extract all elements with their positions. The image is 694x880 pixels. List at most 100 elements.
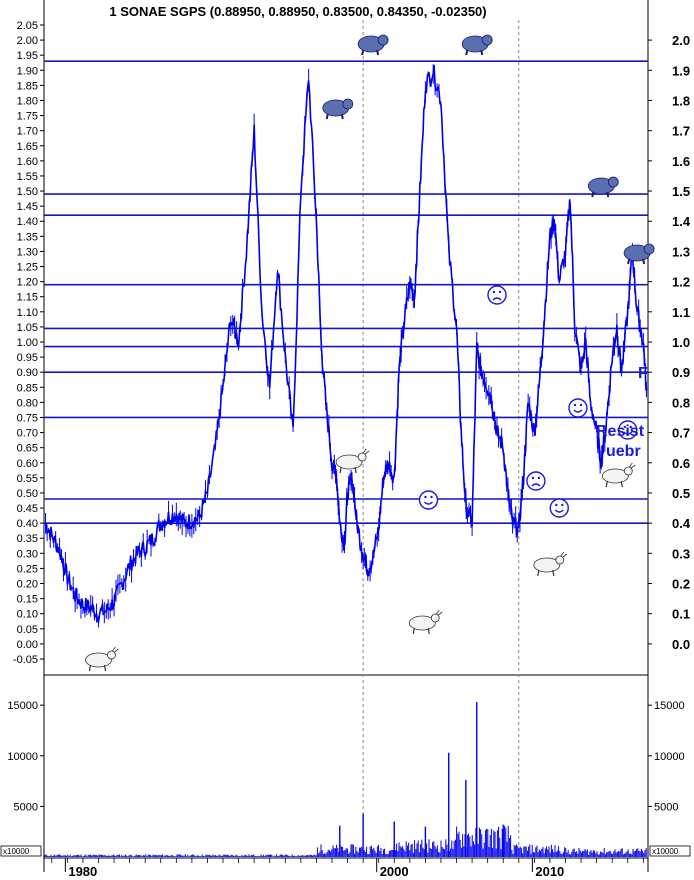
x-tick-label: 2000 xyxy=(380,864,409,879)
bear-icon xyxy=(461,34,493,56)
bull-head xyxy=(107,650,116,660)
face-mouth xyxy=(623,431,633,435)
face-eye xyxy=(555,503,558,507)
bull-body xyxy=(533,557,561,573)
bull-head xyxy=(623,466,633,476)
left-tick-label: 0.35 xyxy=(17,533,38,545)
bull-head xyxy=(555,555,565,565)
left-tick-label: 0.55 xyxy=(17,473,38,485)
volume-unit-right: x10000 xyxy=(652,847,679,856)
bull-body xyxy=(335,454,363,470)
volume-spikes xyxy=(339,702,504,857)
face-eye xyxy=(573,403,577,407)
left-tick-label: 1.85 xyxy=(17,80,38,92)
left-tick-label: 0.85 xyxy=(17,382,38,394)
bull-leg xyxy=(88,664,92,672)
left-tick-label: -0.05 xyxy=(13,654,38,666)
left-tick-label: 1.90 xyxy=(17,65,38,77)
left-y-axis: 2.05 2.00 1.95 1.90 1.85 1.80 1.75 1.70 1.65 1.60… xyxy=(13,20,44,666)
face-eye xyxy=(430,495,433,499)
left-tick-label: 1.00 xyxy=(17,337,38,349)
bull-icon xyxy=(408,609,443,635)
face-mouth xyxy=(492,297,502,301)
left-tick-label: 1.25 xyxy=(17,262,38,274)
face-eye xyxy=(492,290,496,294)
bull-leg xyxy=(605,480,608,488)
x-tick-label: 2010 xyxy=(535,864,564,879)
right-tick-label: 1.2 xyxy=(672,275,690,290)
right-tick-label: 1.9 xyxy=(672,63,690,78)
bear-icon xyxy=(587,176,619,198)
left-tick-label: 1.45 xyxy=(17,201,38,213)
bull-icon xyxy=(533,551,568,577)
right-tick-label: 0.2 xyxy=(672,577,690,592)
face-eye xyxy=(623,425,626,429)
right-tick-label: 0.3 xyxy=(672,546,690,561)
face-eye xyxy=(629,425,632,429)
left-tick-label: 1.55 xyxy=(17,171,38,183)
volume-right-tick-label: 5000 xyxy=(654,801,678,813)
vertical-gridlines xyxy=(362,20,520,858)
volume-unit-box-left xyxy=(0,845,42,857)
left-tick-label: 0.80 xyxy=(17,397,38,409)
bear-head xyxy=(607,176,619,188)
face-eye xyxy=(531,476,535,480)
bull-head xyxy=(357,452,367,462)
right-tick-label: 1.5 xyxy=(672,184,690,199)
bear-leg xyxy=(480,49,484,56)
left-tick-label: 0.40 xyxy=(17,518,38,530)
bull-body xyxy=(601,468,629,484)
right-tick-label: 0.9 xyxy=(672,365,690,380)
volume-left-axis: 15000 10000 5000 xyxy=(7,700,44,813)
face-eye xyxy=(579,403,583,407)
price-panel: 2.052.001.951.901.851.801.751.701.651.60… xyxy=(13,0,691,872)
right-tick-label: 0.7 xyxy=(672,426,690,441)
face-mouth xyxy=(424,501,433,505)
bull-leg xyxy=(339,466,342,474)
bear-icon xyxy=(322,98,354,120)
face-eye xyxy=(561,503,564,507)
bull-icon xyxy=(335,448,370,474)
bear-leg xyxy=(325,113,329,120)
bull-icon xyxy=(601,462,636,488)
bear-leg xyxy=(361,49,365,56)
left-tick-label: 0.00 xyxy=(17,639,38,651)
right-tick-label: 0.6 xyxy=(672,456,690,471)
bear-head xyxy=(377,34,389,46)
volume-unit-left: x10000 xyxy=(3,847,30,856)
left-tick-label: 1.05 xyxy=(17,322,38,334)
left-tick-label: 0.20 xyxy=(17,579,38,591)
bear-leg xyxy=(376,49,380,56)
right-tick-label: 1.4 xyxy=(672,214,691,229)
volume-panel: 15000 10000 5000 15000 10000 5000 x10000 x10… xyxy=(0,700,691,857)
right-tick-label: 1.6 xyxy=(672,154,690,169)
bull-horns xyxy=(362,448,370,455)
bull-body xyxy=(85,652,112,668)
smiley-icon xyxy=(568,398,588,418)
smiley-icon xyxy=(549,498,569,518)
bull-head xyxy=(430,613,440,623)
face-outline xyxy=(618,420,638,440)
volume-unit-box-right xyxy=(649,845,691,857)
left-tick-label: 1.50 xyxy=(17,186,38,198)
price-series xyxy=(45,64,648,628)
face-outline xyxy=(487,285,507,305)
right-y-axis: 2.0 1.9 1.8 1.7 1.6 1.5 1.4 1.3 1.2 1.1 1.0 0.9 0.8 0… xyxy=(648,33,691,652)
left-tick-label: 1.60 xyxy=(17,156,38,168)
bear-head xyxy=(342,98,354,110)
right-tick-label: 1.8 xyxy=(672,93,690,108)
bear-leg xyxy=(591,191,595,198)
bear-icon xyxy=(623,243,655,265)
left-tick-label: 0.05 xyxy=(17,624,38,636)
bull-leg xyxy=(620,480,623,488)
face-eye xyxy=(498,290,502,294)
volume-right-tick-label: 15000 xyxy=(654,700,685,712)
right-tick-label: 1.0 xyxy=(672,335,690,350)
volume-left-tick-label: 10000 xyxy=(7,751,38,763)
left-tick-label: 1.15 xyxy=(17,292,38,304)
chart-title: 1 SONAE SGPS (0.88950, 0.88950, 0.83500,… xyxy=(109,4,486,19)
left-tick-label: 0.10 xyxy=(17,609,38,621)
right-tick-label: 0.0 xyxy=(672,637,690,652)
